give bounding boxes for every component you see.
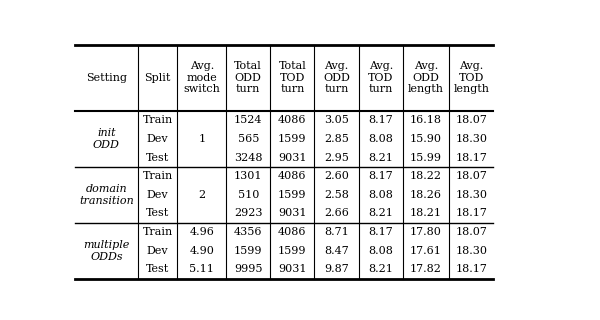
Text: 1599: 1599 bbox=[278, 134, 307, 144]
Text: 1599: 1599 bbox=[234, 246, 262, 256]
Text: 18.30: 18.30 bbox=[455, 134, 487, 144]
Text: 9031: 9031 bbox=[278, 264, 307, 274]
Text: 2.60: 2.60 bbox=[324, 171, 349, 181]
Text: 2.95: 2.95 bbox=[324, 153, 349, 163]
Text: 9.87: 9.87 bbox=[324, 264, 349, 274]
Text: 17.82: 17.82 bbox=[410, 264, 442, 274]
Text: 8.21: 8.21 bbox=[368, 209, 393, 219]
Text: 9031: 9031 bbox=[278, 209, 307, 219]
Text: 3248: 3248 bbox=[234, 153, 262, 163]
Text: 18.21: 18.21 bbox=[410, 209, 442, 219]
Text: 2: 2 bbox=[198, 190, 205, 200]
Text: 15.90: 15.90 bbox=[410, 134, 442, 144]
Text: 4086: 4086 bbox=[278, 227, 307, 237]
Text: 1: 1 bbox=[198, 134, 205, 144]
Text: Test: Test bbox=[146, 209, 169, 219]
Text: Dev: Dev bbox=[147, 134, 169, 144]
Text: Setting: Setting bbox=[86, 73, 127, 83]
Text: 9031: 9031 bbox=[278, 153, 307, 163]
Text: Test: Test bbox=[146, 153, 169, 163]
Text: 18.17: 18.17 bbox=[455, 209, 487, 219]
Text: 8.17: 8.17 bbox=[368, 227, 393, 237]
Text: 1524: 1524 bbox=[234, 116, 262, 125]
Text: 9995: 9995 bbox=[234, 264, 262, 274]
Text: 1599: 1599 bbox=[278, 246, 307, 256]
Text: 18.07: 18.07 bbox=[455, 116, 487, 125]
Text: Avg.
ODD
turn: Avg. ODD turn bbox=[323, 61, 350, 94]
Text: 8.17: 8.17 bbox=[368, 116, 393, 125]
Text: Avg.
TOD
length: Avg. TOD length bbox=[454, 61, 490, 94]
Text: 18.30: 18.30 bbox=[455, 190, 487, 200]
Text: 18.07: 18.07 bbox=[455, 227, 487, 237]
Text: domain
transition: domain transition bbox=[79, 184, 134, 206]
Text: 565: 565 bbox=[238, 134, 259, 144]
Text: Avg.
ODD
length: Avg. ODD length bbox=[408, 61, 444, 94]
Text: 8.47: 8.47 bbox=[324, 246, 349, 256]
Text: Split: Split bbox=[145, 73, 171, 83]
Text: Avg.
mode
switch: Avg. mode switch bbox=[183, 61, 220, 94]
Text: 8.17: 8.17 bbox=[368, 171, 393, 181]
Text: 18.17: 18.17 bbox=[455, 264, 487, 274]
Text: 2.85: 2.85 bbox=[324, 134, 349, 144]
Text: Total
TOD
turn: Total TOD turn bbox=[278, 61, 306, 94]
Text: Avg.
TOD
turn: Avg. TOD turn bbox=[368, 61, 394, 94]
Text: Train: Train bbox=[142, 116, 173, 125]
Text: 18.17: 18.17 bbox=[455, 153, 487, 163]
Text: Dev: Dev bbox=[147, 190, 169, 200]
Text: init
ODD: init ODD bbox=[93, 128, 120, 150]
Text: 15.99: 15.99 bbox=[410, 153, 442, 163]
Text: Total
ODD
turn: Total ODD turn bbox=[235, 61, 262, 94]
Text: 16.18: 16.18 bbox=[410, 116, 442, 125]
Text: 18.22: 18.22 bbox=[410, 171, 442, 181]
Text: 8.08: 8.08 bbox=[368, 190, 393, 200]
Text: 5.11: 5.11 bbox=[189, 264, 214, 274]
Text: 8.08: 8.08 bbox=[368, 134, 393, 144]
Text: 4086: 4086 bbox=[278, 116, 307, 125]
Text: 2.66: 2.66 bbox=[324, 209, 349, 219]
Text: 1599: 1599 bbox=[278, 190, 307, 200]
Text: 18.30: 18.30 bbox=[455, 246, 487, 256]
Text: 8.08: 8.08 bbox=[368, 246, 393, 256]
Text: 18.26: 18.26 bbox=[410, 190, 442, 200]
Text: 4.96: 4.96 bbox=[189, 227, 214, 237]
Text: 4356: 4356 bbox=[234, 227, 262, 237]
Text: 17.80: 17.80 bbox=[410, 227, 442, 237]
Text: 8.21: 8.21 bbox=[368, 153, 393, 163]
Text: 17.61: 17.61 bbox=[410, 246, 442, 256]
Text: 4086: 4086 bbox=[278, 171, 307, 181]
Text: Train: Train bbox=[142, 171, 173, 181]
Text: multiple
ODDs: multiple ODDs bbox=[83, 240, 130, 261]
Text: 8.71: 8.71 bbox=[324, 227, 349, 237]
Text: 2.58: 2.58 bbox=[324, 190, 349, 200]
Text: 2923: 2923 bbox=[234, 209, 262, 219]
Text: Dev: Dev bbox=[147, 246, 169, 256]
Text: 510: 510 bbox=[238, 190, 259, 200]
Text: 1301: 1301 bbox=[234, 171, 262, 181]
Text: Train: Train bbox=[142, 227, 173, 237]
Text: Test: Test bbox=[146, 264, 169, 274]
Text: 8.21: 8.21 bbox=[368, 264, 393, 274]
Text: 3.05: 3.05 bbox=[324, 116, 349, 125]
Text: 18.07: 18.07 bbox=[455, 171, 487, 181]
Text: 4.90: 4.90 bbox=[189, 246, 214, 256]
